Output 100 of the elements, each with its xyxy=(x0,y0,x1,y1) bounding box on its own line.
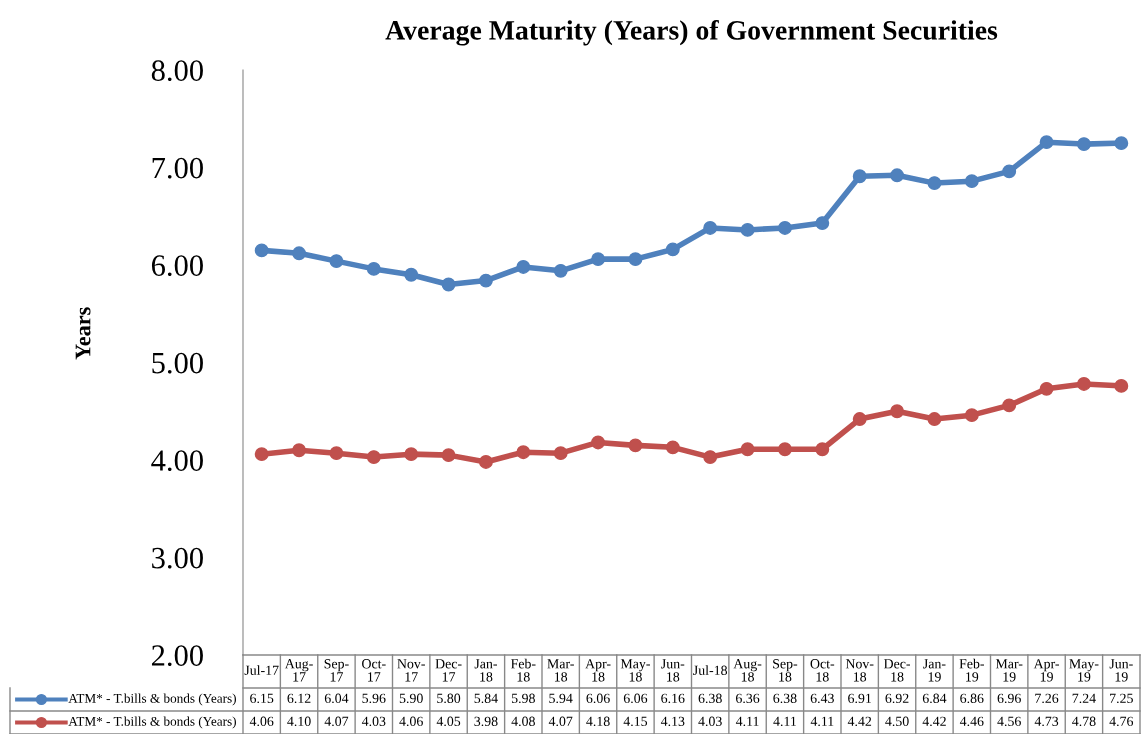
data-label: 4.13 xyxy=(660,716,685,727)
y-tick-label: 5.00 xyxy=(152,352,203,374)
point xyxy=(1039,135,1054,150)
data-label: 4.50 xyxy=(885,716,909,727)
data-label: 5.94 xyxy=(549,693,573,704)
data-label: 5.84 xyxy=(474,693,498,704)
x-tick-label: May- 18 xyxy=(620,659,650,682)
data-label: 4.73 xyxy=(1034,716,1059,727)
data-label: 6.84 xyxy=(922,693,947,704)
data-label: 5.96 xyxy=(362,693,386,704)
point xyxy=(665,440,680,455)
point xyxy=(740,442,755,457)
data-label: 4.05 xyxy=(436,716,461,727)
data-label: 6.38 xyxy=(773,693,797,704)
point xyxy=(1002,398,1017,413)
data-label: 4.11 xyxy=(735,716,759,727)
point xyxy=(1114,378,1129,393)
x-tick-label: Jan- 19 xyxy=(923,659,946,682)
data-label: 6.86 xyxy=(960,693,984,704)
point xyxy=(852,169,867,184)
point xyxy=(1076,137,1091,152)
x-tick-label: Nov- 17 xyxy=(397,659,425,682)
data-label: 4.10 xyxy=(287,716,311,727)
x-tick-label: Nov- 18 xyxy=(845,659,874,682)
data-label: 4.06 xyxy=(249,716,274,727)
x-tick-label: Dec- 18 xyxy=(883,659,911,682)
point xyxy=(890,168,905,183)
data-label: 6.06 xyxy=(623,693,648,704)
x-tick-label: Sep- 17 xyxy=(324,659,349,682)
data-label: 4.18 xyxy=(586,716,610,727)
data-label: 4.11 xyxy=(773,716,796,727)
point xyxy=(254,243,269,258)
point xyxy=(852,412,867,426)
point xyxy=(366,261,381,276)
point xyxy=(665,242,680,257)
x-tick-label: Feb- 18 xyxy=(510,658,536,682)
x-tick-label: Aug- 18 xyxy=(733,659,762,682)
data-label: 7.25 xyxy=(1110,693,1133,704)
point xyxy=(441,277,456,292)
point xyxy=(964,408,979,423)
data-label: 7.26 xyxy=(1035,693,1059,704)
point xyxy=(628,438,643,453)
x-tick-label: Aug- 17 xyxy=(284,659,313,682)
data-label: 4.76 xyxy=(1109,716,1134,727)
point xyxy=(740,222,755,237)
point xyxy=(292,443,307,458)
point xyxy=(628,252,643,267)
chart-title: Average Maturity (Years) of Government Securities xyxy=(385,19,998,46)
data-label: 6.96 xyxy=(997,693,1021,704)
point xyxy=(777,221,792,235)
x-tick-label: Feb- 19 xyxy=(959,658,985,682)
x-tick-label: Sep- 18 xyxy=(773,659,798,682)
x-tick-label: Jun- 18 xyxy=(661,659,685,682)
y-axis-title: Years xyxy=(75,307,91,360)
y-tick-label: 8.00 xyxy=(151,60,203,82)
y-tick-label: 6.00 xyxy=(151,255,203,277)
data-label: 5.90 xyxy=(399,693,423,704)
y-tick-label: 4.00 xyxy=(151,450,203,472)
x-tick-label: Mar- 19 xyxy=(995,659,1023,682)
data-label: 4.07 xyxy=(548,716,573,727)
point xyxy=(927,412,942,426)
point xyxy=(478,455,493,469)
data-label: 5.80 xyxy=(437,693,461,704)
x-tick-label: Jun- 19 xyxy=(1109,659,1133,682)
point xyxy=(927,176,942,191)
point xyxy=(516,445,531,460)
point xyxy=(815,216,830,231)
point xyxy=(777,442,792,457)
data-label: 6.15 xyxy=(250,693,274,704)
data-label: 4.03 xyxy=(361,716,386,727)
point xyxy=(254,447,269,462)
x-tick-label: Oct- 18 xyxy=(810,659,835,682)
data-label: 4.15 xyxy=(623,716,648,727)
point xyxy=(329,446,344,461)
data-label: 6.12 xyxy=(287,693,311,704)
x-tick-label: Apr- 18 xyxy=(585,659,611,682)
point xyxy=(516,260,531,274)
x-tick-label: May- 19 xyxy=(1069,659,1099,682)
data-label: 5.98 xyxy=(511,693,535,704)
point xyxy=(1039,381,1054,396)
point xyxy=(703,450,718,465)
point xyxy=(553,446,568,461)
data-label: 3.98 xyxy=(474,716,498,727)
point xyxy=(703,221,718,235)
data-label: 6.91 xyxy=(848,693,872,704)
legend-label: ATM* - T.bills & bonds (Years) xyxy=(68,693,236,706)
point xyxy=(1076,377,1091,391)
point xyxy=(1002,164,1017,179)
data-label: 4.78 xyxy=(1072,716,1096,727)
point xyxy=(478,273,493,288)
point xyxy=(591,252,606,267)
data-label: 4.07 xyxy=(324,716,349,727)
point xyxy=(366,450,381,465)
data-label: 4.42 xyxy=(922,716,946,727)
point xyxy=(890,404,905,419)
x-tick-label: Mar- 18 xyxy=(547,659,574,682)
x-tick-label: Jan- 18 xyxy=(474,659,497,682)
data-label: 4.08 xyxy=(511,716,535,727)
data-label: 6.43 xyxy=(810,693,834,704)
point xyxy=(404,447,419,462)
